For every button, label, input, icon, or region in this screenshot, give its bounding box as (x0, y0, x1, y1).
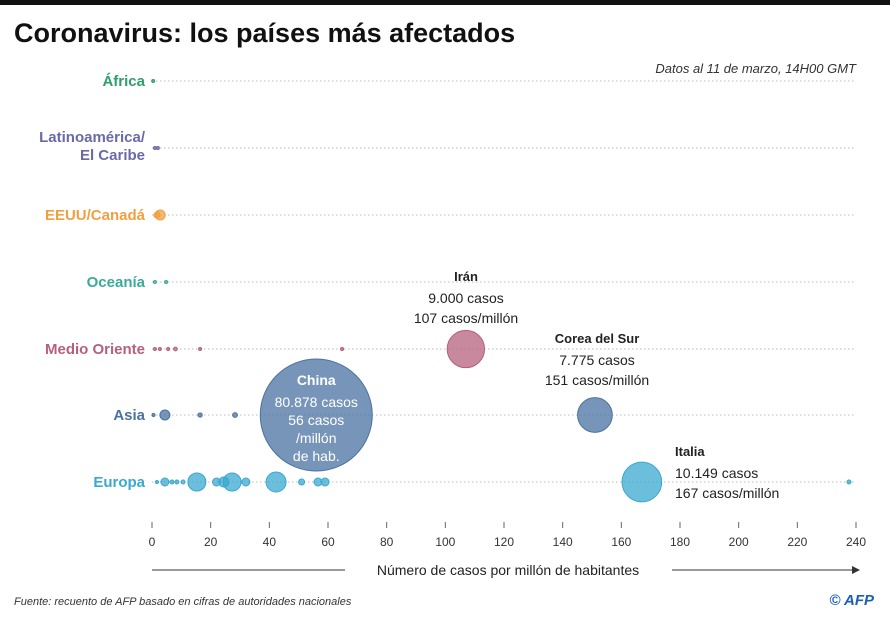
annotation-country: China (297, 372, 336, 388)
region-label: Oceanía (87, 274, 146, 291)
bubble (160, 477, 170, 487)
bubble (198, 347, 203, 351)
bubble (320, 477, 330, 487)
region-label: Asia (113, 407, 145, 424)
chart-title: Coronavirus: los países más afectados (14, 18, 515, 48)
bubble (155, 146, 160, 150)
x-tick-label: 160 (611, 535, 631, 549)
bubble (173, 346, 178, 352)
bubble (197, 412, 203, 418)
region-label: Medio Oriente (45, 341, 145, 358)
annotation-text: 80.878 casos (275, 394, 358, 410)
bubble (187, 472, 207, 492)
annotation-text: 167 casos/millón (675, 485, 779, 501)
annotation-text: 7.775 casos (559, 352, 635, 368)
annotation-text: 10.149 casos (675, 465, 758, 481)
x-tick-label: 220 (787, 535, 807, 549)
annotation-text: 151 casos/millón (545, 372, 649, 388)
bubble (577, 397, 613, 433)
annotation-text: /millón (296, 430, 336, 446)
afp-logo: © AFP (829, 592, 875, 609)
bubble (259, 358, 373, 472)
x-tick-label: 40 (263, 535, 277, 549)
x-tick-label: 240 (846, 535, 866, 549)
region-label: El Caribe (80, 147, 145, 164)
annotation-country: Italia (675, 444, 705, 459)
bubble (154, 479, 160, 485)
bubble (159, 409, 171, 421)
region-label: Latinoamérica/ (39, 129, 146, 146)
bubble (152, 347, 157, 351)
x-tick-label: 100 (435, 535, 455, 549)
bubble (154, 209, 166, 221)
axis-arrow-head (852, 566, 860, 574)
annotation-text: 9.000 casos (428, 290, 504, 306)
region-label: Europa (93, 474, 145, 491)
bubble (340, 346, 345, 352)
bubble (157, 347, 162, 351)
bubble (265, 471, 287, 493)
bubble (846, 479, 852, 485)
bubble (152, 280, 157, 284)
x-tick-label: 20 (204, 535, 218, 549)
bubble (151, 79, 156, 83)
x-tick-label: 200 (729, 535, 749, 549)
x-tick-label: 140 (553, 535, 573, 549)
region-label: África (102, 73, 145, 90)
region-label: EEUU/Canadá (45, 207, 146, 224)
bubble (164, 279, 169, 285)
annotation-text: de hab. (293, 448, 340, 464)
source-note: Fuente: recuento de AFP basado en cifras… (14, 596, 352, 608)
bubble (174, 479, 180, 485)
x-tick-label: 60 (321, 535, 335, 549)
bubble (446, 329, 486, 369)
bubble (151, 413, 156, 417)
bubble (166, 346, 171, 352)
x-tick-label: 120 (494, 535, 514, 549)
bubble (232, 412, 238, 418)
x-tick-label: 80 (380, 535, 394, 549)
bubble (169, 479, 175, 485)
x-tick-label: 0 (149, 535, 156, 549)
bubble (621, 461, 663, 503)
annotation-country: Corea del Sur (555, 331, 640, 346)
top-bar (0, 0, 890, 5)
bubble (298, 478, 306, 486)
chart-subtitle: Datos al 11 de marzo, 14H00 GMT (655, 61, 857, 76)
bubble (180, 479, 186, 485)
bubble (241, 477, 251, 487)
bubble (222, 472, 242, 492)
x-tick-label: 180 (670, 535, 690, 549)
annotation-text: 107 casos/millón (414, 310, 518, 326)
x-axis-label: Número de casos por millón de habitantes (377, 562, 639, 578)
annotation-text: 56 casos (288, 412, 344, 428)
annotation-country: Irán (454, 269, 478, 284)
